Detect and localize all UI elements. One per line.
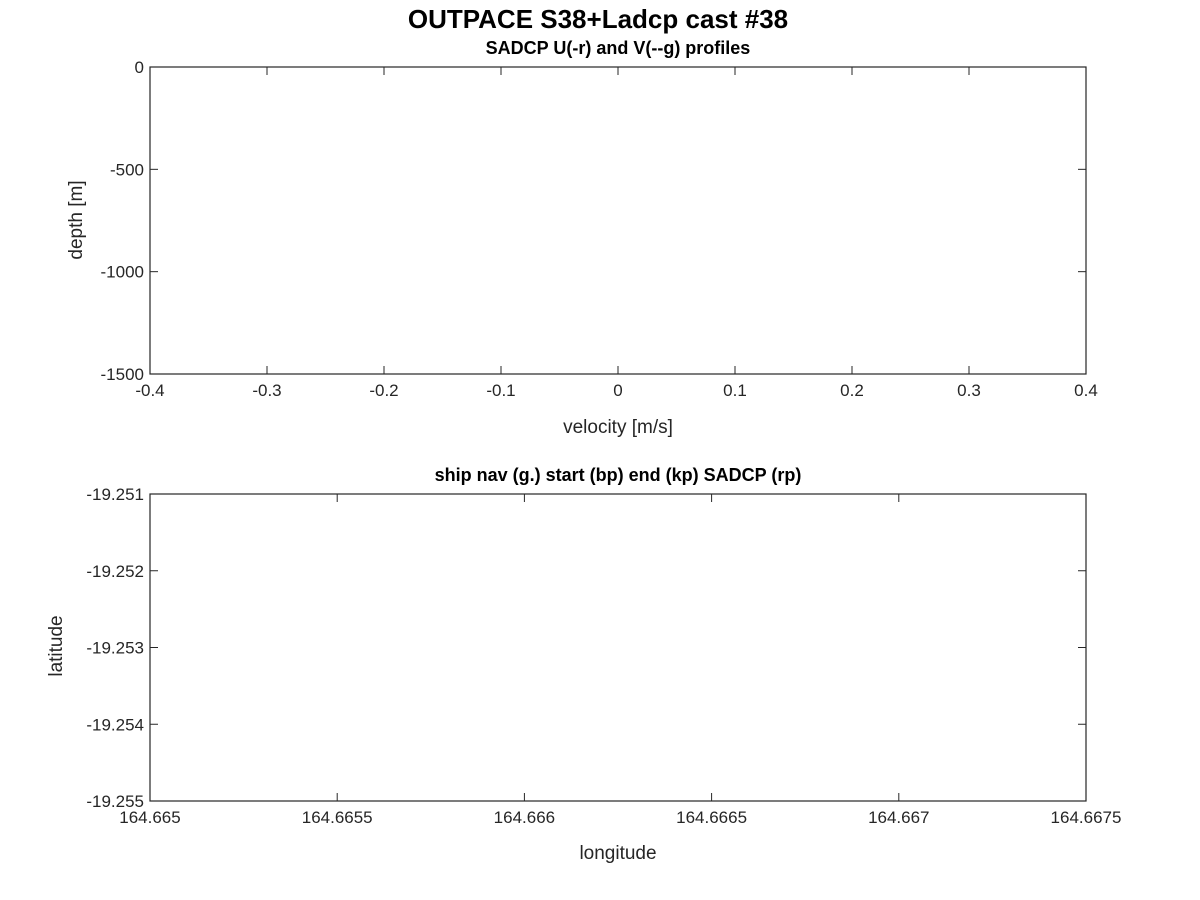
depth-axis-label: depth [m] bbox=[66, 180, 87, 259]
velocity-profile-xtick-label-5: 0.1 bbox=[723, 381, 747, 400]
figure-title: OUTPACE S38+Ladcp cast #38 bbox=[408, 4, 788, 34]
ship-nav-ytick-label-4: -19.255 bbox=[86, 792, 144, 811]
ship-nav-ytick-label-2: -19.253 bbox=[86, 639, 144, 658]
velocity-profile-ytick-label-2: -1000 bbox=[101, 263, 144, 282]
velocity-profile-ytick-label-0: 0 bbox=[135, 58, 144, 77]
ship-nav-nav-point-27 bbox=[1114, 515, 1119, 520]
velocity-profile-xtick-label-0: -0.4 bbox=[135, 381, 164, 400]
velocity-profile-xtick-label-6: 0.2 bbox=[840, 381, 864, 400]
velocity-profile-xtick-label-8: 0.4 bbox=[1074, 381, 1098, 400]
longitude-axis-label: longitude bbox=[579, 843, 656, 864]
ship-nav-ytick-label-0: -19.251 bbox=[86, 485, 144, 504]
ship-nav-ytick-label-1: -19.252 bbox=[86, 562, 144, 581]
ship-nav-axes-frame bbox=[149, 493, 1087, 802]
velocity-profile-xtick-label-2: -0.2 bbox=[369, 381, 398, 400]
ship-navigation-chart-title: ship nav (g.) start (bp) end (kp) SADCP … bbox=[435, 465, 802, 485]
velocity-profile-ytick-label-1: -500 bbox=[110, 160, 144, 179]
velocity-profile-ytick-label-3: -1500 bbox=[101, 365, 144, 384]
velocity-profile-chart-title: SADCP U(-r) and V(--g) profiles bbox=[486, 38, 751, 58]
ship-nav-ytick-label-3: -19.254 bbox=[86, 715, 144, 734]
latitude-axis-label: latitude bbox=[46, 615, 67, 676]
ship-nav-xtick-label-4: 164.667 bbox=[868, 808, 929, 827]
ship-nav-nav-point-25 bbox=[1091, 515, 1096, 520]
ship-nav-xtick-label-1: 164.6655 bbox=[302, 808, 373, 827]
velocity-profile-xtick-label-4: 0 bbox=[613, 381, 622, 400]
ship-nav-xtick-label-2: 164.666 bbox=[494, 808, 555, 827]
ship-nav-xtick-label-3: 164.6665 bbox=[676, 808, 747, 827]
velocity-profile-xtick-label-1: -0.3 bbox=[252, 381, 281, 400]
ship-navigation-chart: ship nav (g.) start (bp) end (kp) SADCP … bbox=[46, 465, 1121, 864]
velocity-profile-chart: SADCP U(-r) and V(--g) profiles velocity… bbox=[66, 38, 1098, 438]
velocity-profile-xtick-label-3: -0.1 bbox=[486, 381, 515, 400]
velocity-profile-axes-frame bbox=[149, 66, 1087, 375]
ship-nav-xtick-label-0: 164.665 bbox=[119, 808, 180, 827]
velocity-axis-label: velocity [m/s] bbox=[563, 417, 673, 438]
velocity-profile-xtick-label-7: 0.3 bbox=[957, 381, 981, 400]
ship-nav-xtick-label-5: 164.6675 bbox=[1051, 808, 1122, 827]
ship-nav-nav-point-26 bbox=[1102, 515, 1107, 520]
